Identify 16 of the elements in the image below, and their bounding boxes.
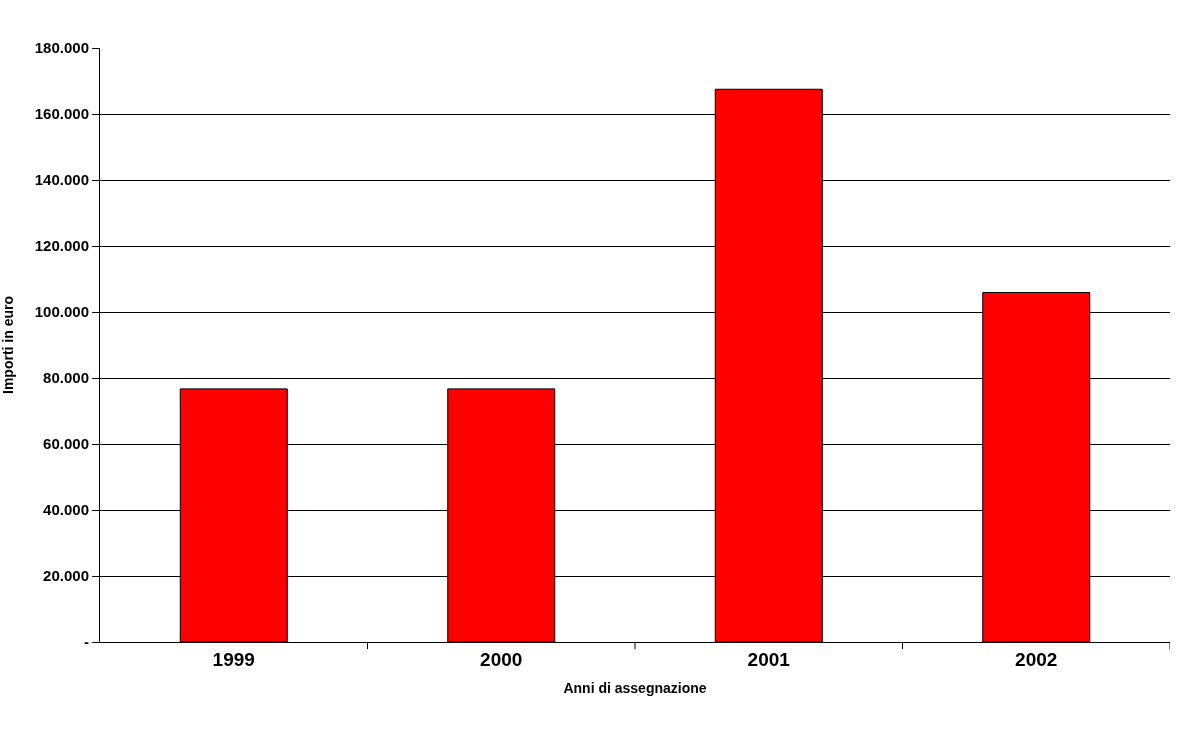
y-tick-label: 100.000 [34,303,89,321]
y-tick-label: 120.000 [34,237,89,255]
x-tick-label: 2002 [1015,648,1058,670]
y-tick-label: 40.000 [43,501,89,519]
y-tick-label: - [84,633,89,651]
y-tick-label: 80.000 [43,369,89,387]
y-tick-label: 20.000 [43,567,89,585]
y-tick-label: 180.000 [34,39,89,57]
x-tick-label: 2000 [480,648,523,670]
x-tick-label: 1999 [212,648,255,670]
y-tick-label: 160.000 [34,105,89,123]
y-tick-label: 140.000 [34,171,89,189]
y-tick-label: 60.000 [43,435,89,453]
y-axis-title: Importi in euro [0,296,16,394]
x-axis-title: Anni di assegnazione [563,680,707,697]
x-tick-label: 2001 [747,648,791,670]
